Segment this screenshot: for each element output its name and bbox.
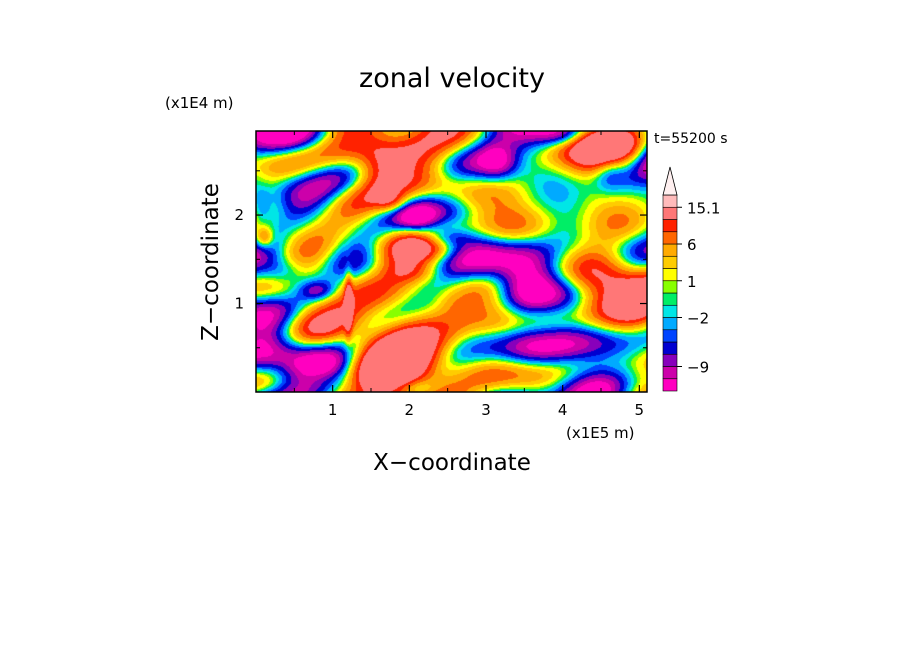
- colorbar-label: −2: [687, 310, 709, 328]
- colorbar-cell: [662, 353, 678, 367]
- colorbar-cell: [662, 341, 678, 355]
- x-axis-title: X−coordinate: [373, 450, 531, 476]
- colorbar-cell: [662, 231, 678, 245]
- contour-field: [256, 131, 647, 392]
- y-axis-title: Z−coordinate: [198, 183, 224, 341]
- colorbar-label: 15.1: [687, 199, 720, 217]
- x-tick-label: 5: [635, 401, 645, 419]
- colorbar-label: 6: [687, 236, 697, 254]
- colorbar-cell: [662, 255, 678, 269]
- x-tick-label: 4: [558, 401, 568, 419]
- colorbar-cell: [662, 378, 678, 392]
- y-axis: 12: [234, 170, 647, 349]
- colorbar-cell: [662, 194, 678, 208]
- x-axis: 1 2 3 4 5: [293, 131, 645, 419]
- colorbar-cell: [662, 206, 678, 220]
- colorbar-cell: [662, 317, 678, 331]
- y-tick-label: 2: [234, 206, 244, 224]
- colorbar-cell: [662, 366, 678, 380]
- colorbar-cell: [662, 304, 678, 318]
- time-label: t=55200 s: [654, 131, 728, 147]
- x-tick-label: 2: [405, 401, 415, 419]
- colorbar-label: −9: [687, 359, 709, 377]
- velocity-field-image: [256, 131, 647, 392]
- colorbar-label: 1: [687, 273, 697, 291]
- colorbar-cell: [662, 292, 678, 306]
- colorbar-cell: [662, 329, 678, 343]
- chart-title: zonal velocity: [359, 63, 545, 94]
- colorbar-cell: [662, 243, 678, 257]
- x-tick-label: 1: [328, 401, 338, 419]
- colorbar-cell: [662, 280, 678, 294]
- colorbar-cell: [662, 268, 678, 282]
- colorbar: −9 −2 1 6 15.1: [662, 166, 720, 392]
- colorbar-extend-arrow: [662, 166, 678, 196]
- colorbar-cell: [662, 219, 678, 233]
- x-tick-label: 3: [481, 401, 491, 419]
- x-scale-label: (x1E5 m): [566, 424, 635, 442]
- y-tick-label: 1: [234, 295, 244, 313]
- y-scale-label: (x1E4 m): [165, 94, 234, 112]
- plot-frame: [255, 130, 648, 393]
